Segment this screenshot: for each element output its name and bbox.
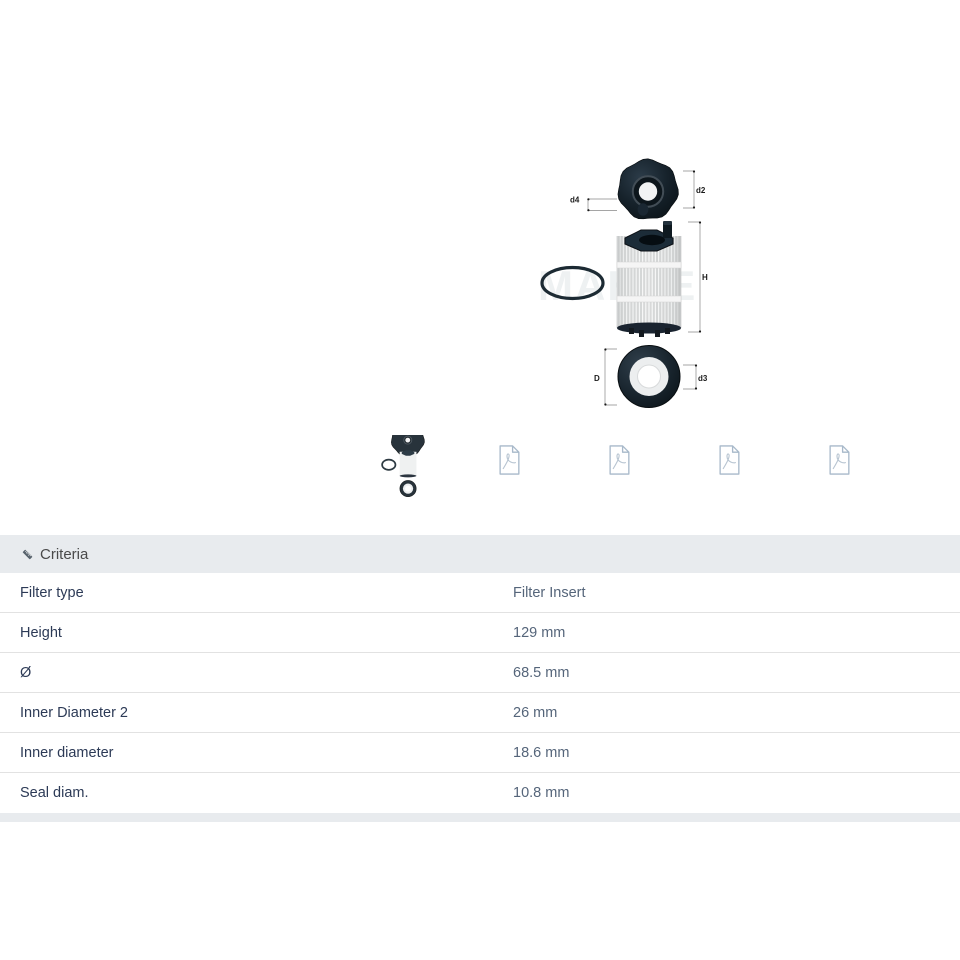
svg-text:H: H: [702, 273, 708, 282]
svg-text:d3: d3: [698, 374, 708, 383]
svg-text:D: D: [594, 374, 600, 383]
svg-text:d4: d4: [570, 196, 580, 205]
svg-text:d2: d2: [696, 186, 706, 195]
